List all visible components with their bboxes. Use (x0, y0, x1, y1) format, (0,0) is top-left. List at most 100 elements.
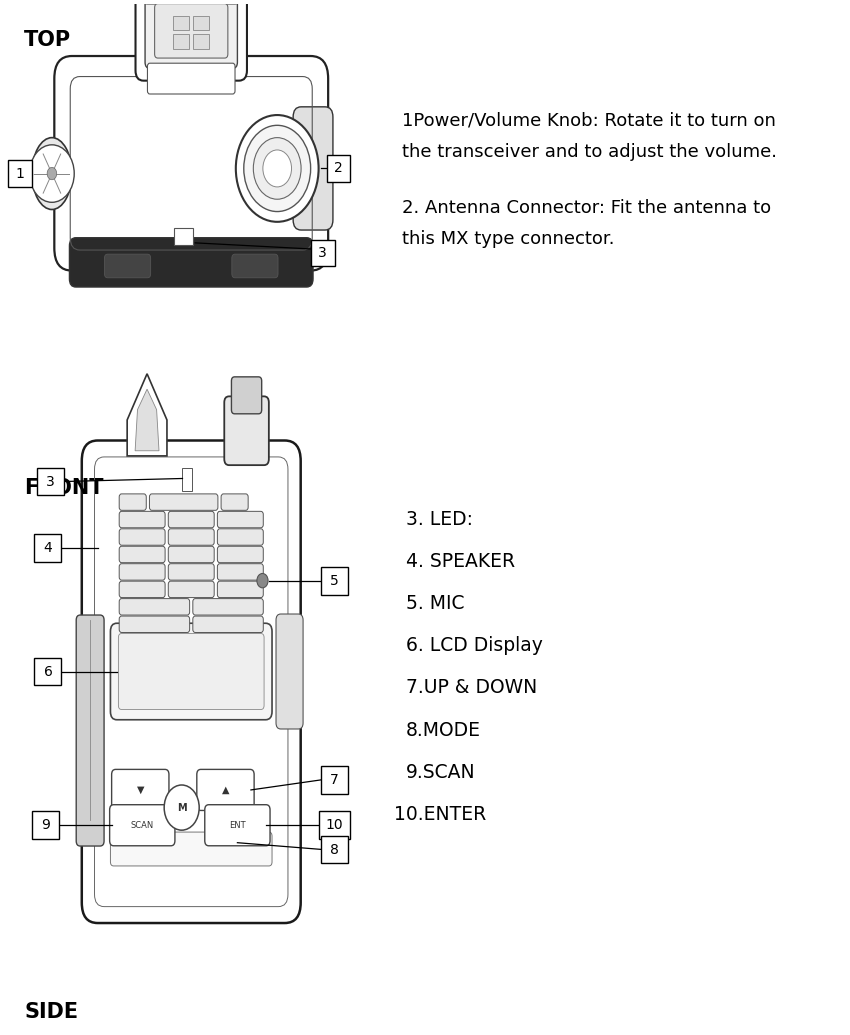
Text: 10.ENTER: 10.ENTER (394, 804, 486, 824)
FancyBboxPatch shape (173, 34, 189, 49)
FancyBboxPatch shape (34, 657, 61, 685)
FancyBboxPatch shape (321, 766, 348, 794)
Text: 5. MIC: 5. MIC (406, 594, 465, 614)
Text: 7.UP & DOWN: 7.UP & DOWN (406, 678, 537, 698)
FancyBboxPatch shape (197, 769, 254, 810)
FancyBboxPatch shape (173, 16, 189, 30)
FancyBboxPatch shape (105, 255, 150, 277)
FancyBboxPatch shape (119, 582, 165, 597)
FancyBboxPatch shape (135, 0, 247, 81)
Circle shape (47, 168, 57, 180)
Circle shape (253, 138, 301, 199)
FancyBboxPatch shape (150, 494, 218, 510)
FancyBboxPatch shape (310, 240, 335, 266)
Ellipse shape (32, 138, 72, 209)
FancyBboxPatch shape (119, 616, 190, 632)
FancyBboxPatch shape (218, 529, 264, 545)
Text: 9.SCAN: 9.SCAN (406, 763, 476, 781)
FancyBboxPatch shape (143, 0, 240, 4)
FancyBboxPatch shape (70, 238, 313, 287)
Text: 8.MODE: 8.MODE (406, 720, 481, 740)
Text: 4. SPEAKER: 4. SPEAKER (406, 552, 515, 571)
FancyBboxPatch shape (321, 835, 348, 863)
FancyBboxPatch shape (218, 582, 264, 597)
FancyBboxPatch shape (232, 255, 278, 277)
Text: 8: 8 (330, 842, 339, 857)
Text: ▲: ▲ (222, 785, 230, 795)
Text: 10: 10 (326, 819, 343, 832)
FancyBboxPatch shape (37, 468, 64, 496)
FancyBboxPatch shape (193, 16, 209, 30)
FancyBboxPatch shape (231, 377, 262, 414)
FancyBboxPatch shape (276, 614, 303, 729)
FancyBboxPatch shape (54, 56, 328, 270)
Bar (173, 229, 193, 245)
FancyBboxPatch shape (110, 623, 272, 719)
FancyBboxPatch shape (293, 107, 333, 230)
FancyBboxPatch shape (326, 155, 350, 182)
Text: 2. Antenna Connector: Fit the antenna to
this MX type connector.: 2. Antenna Connector: Fit the antenna to… (402, 199, 771, 247)
Text: 4: 4 (43, 541, 53, 556)
Circle shape (164, 785, 199, 830)
Text: 9: 9 (41, 819, 50, 832)
FancyBboxPatch shape (205, 804, 270, 846)
FancyBboxPatch shape (119, 546, 165, 563)
Text: ▼: ▼ (137, 785, 144, 795)
Text: FRONT: FRONT (24, 478, 104, 499)
FancyBboxPatch shape (168, 546, 214, 563)
Text: 7: 7 (330, 773, 339, 787)
FancyBboxPatch shape (119, 598, 190, 615)
FancyBboxPatch shape (193, 598, 264, 615)
FancyBboxPatch shape (218, 546, 264, 563)
Text: 5: 5 (330, 573, 339, 588)
Text: 1: 1 (15, 167, 25, 180)
Circle shape (257, 573, 268, 588)
FancyBboxPatch shape (32, 811, 60, 839)
FancyBboxPatch shape (119, 529, 165, 545)
FancyBboxPatch shape (221, 494, 248, 510)
FancyBboxPatch shape (224, 396, 269, 465)
FancyBboxPatch shape (168, 564, 214, 581)
FancyBboxPatch shape (145, 0, 237, 68)
Text: 3. LED:: 3. LED: (406, 510, 473, 529)
FancyBboxPatch shape (119, 564, 165, 581)
Circle shape (244, 125, 310, 211)
Circle shape (235, 115, 319, 221)
FancyBboxPatch shape (111, 769, 169, 810)
FancyBboxPatch shape (8, 160, 32, 187)
FancyBboxPatch shape (321, 567, 348, 594)
Text: 2: 2 (334, 161, 343, 176)
FancyBboxPatch shape (218, 564, 264, 581)
Text: 3: 3 (46, 475, 54, 489)
Text: ENT: ENT (230, 821, 246, 830)
Text: TOP: TOP (24, 30, 71, 50)
FancyBboxPatch shape (82, 441, 301, 923)
FancyBboxPatch shape (168, 582, 214, 597)
FancyBboxPatch shape (168, 511, 214, 528)
Text: M: M (177, 802, 186, 812)
FancyBboxPatch shape (34, 534, 61, 562)
FancyBboxPatch shape (193, 616, 264, 632)
Polygon shape (135, 389, 159, 451)
FancyBboxPatch shape (319, 811, 350, 839)
Text: SIDE: SIDE (24, 1002, 78, 1023)
Text: 1Power/Volume Knob: Rotate it to turn on
the transceiver and to adjust the volum: 1Power/Volume Knob: Rotate it to turn on… (402, 112, 777, 160)
FancyBboxPatch shape (147, 63, 235, 94)
FancyBboxPatch shape (118, 633, 264, 709)
Bar (183, 468, 192, 491)
FancyBboxPatch shape (168, 529, 214, 545)
FancyBboxPatch shape (119, 494, 146, 510)
Text: 3: 3 (318, 246, 327, 260)
FancyBboxPatch shape (110, 804, 175, 846)
Text: 6: 6 (43, 664, 53, 679)
FancyBboxPatch shape (155, 4, 228, 58)
FancyBboxPatch shape (218, 511, 264, 528)
Circle shape (263, 150, 292, 187)
FancyBboxPatch shape (119, 511, 165, 528)
FancyBboxPatch shape (110, 832, 272, 866)
FancyBboxPatch shape (193, 34, 209, 49)
FancyBboxPatch shape (76, 615, 104, 846)
Polygon shape (128, 374, 167, 455)
Circle shape (30, 145, 74, 202)
Text: 6. LCD Display: 6. LCD Display (406, 637, 543, 655)
